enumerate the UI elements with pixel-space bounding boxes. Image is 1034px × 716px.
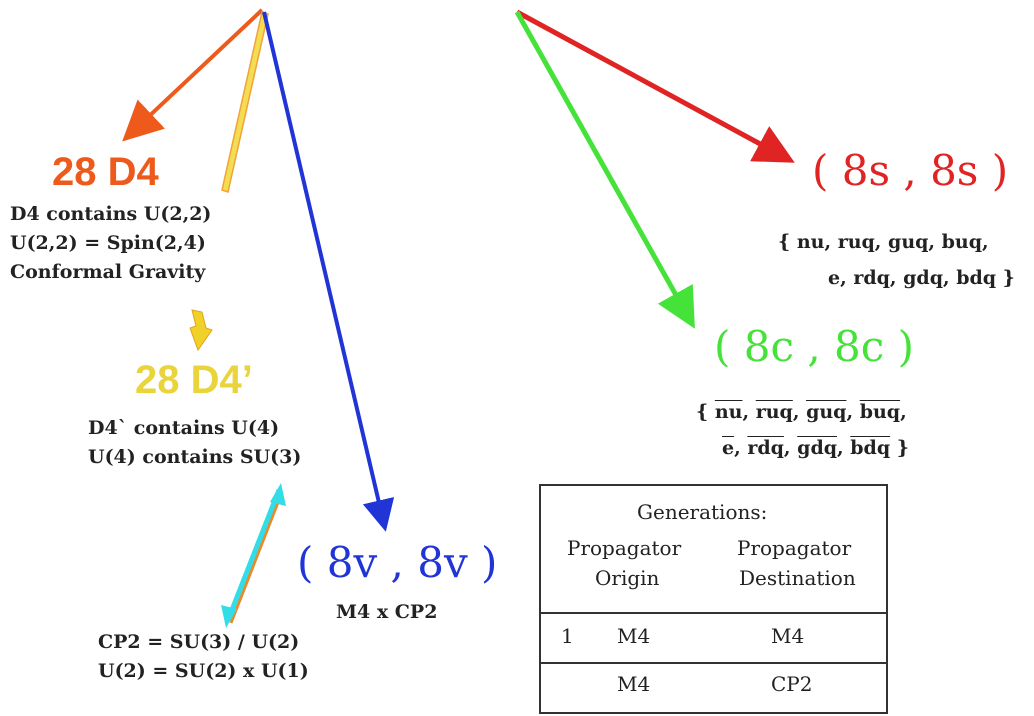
arrow-to-8v	[262, 11, 395, 532]
c8-particle: nu	[714, 401, 743, 423]
col1-header-line-2: Origin	[595, 566, 660, 590]
c8-particle: ruq	[755, 401, 793, 423]
cp2-line-2: U(2) = SU(2) x U(1)	[98, 660, 309, 682]
c8-title: ( 8c , 8c )	[714, 322, 915, 371]
v8-subtitle: M4 x CP2	[336, 601, 438, 623]
cyan-double-arrow	[221, 483, 286, 628]
c8-brace-open: {	[696, 401, 709, 423]
c8-brace-close: }	[896, 437, 909, 459]
arrow-d4-to-d4prime	[189, 309, 213, 352]
table-row: 1 M4 M4	[541, 612, 886, 664]
c8-particle: rdq	[747, 437, 784, 459]
s8-line-2: e, rdq, gdq, bdq }	[828, 267, 1015, 289]
table-header: Generations: Propagator Origin Propagato…	[541, 486, 886, 614]
cp2-line-1: CP2 = SU(3) / U(2)	[98, 631, 300, 653]
col2-header-line-2: Destination	[739, 566, 856, 590]
d4prime-line-2: U(4) contains SU(3)	[88, 446, 302, 468]
arrow-to-8s	[515, 9, 795, 163]
d4prime-line-1: D4` contains U(4)	[88, 417, 280, 439]
d4prime-description: D4` contains U(4) U(4) contains SU(3)	[88, 414, 301, 472]
col1-header-line-1: Propagator	[567, 536, 682, 560]
d4-line-2: U(2,2) = Spin(2,4)	[10, 232, 206, 254]
v8-title: ( 8v , 8v )	[297, 538, 498, 587]
row-destination: M4	[771, 624, 805, 648]
table-row: M4 CP2	[541, 662, 886, 716]
c8-particle: buq	[859, 401, 901, 423]
d4-line-3: Conformal Gravity	[10, 261, 206, 283]
col2-header-line-1: Propagator	[737, 536, 852, 560]
c8-particle: gdq	[797, 437, 838, 459]
d4prime-title: 28 D4’	[135, 358, 253, 402]
table-title: Generations:	[637, 500, 768, 524]
cyan-arrow-shadow	[229, 491, 284, 624]
d4-title: 28 D4	[52, 150, 159, 194]
d4-description: D4 contains U(2,2) U(2,2) = Spin(2,4) Co…	[10, 200, 211, 287]
s8-title: ( 8s , 8s )	[812, 146, 1009, 195]
d4-line-1: D4 contains U(2,2)	[10, 203, 212, 225]
row-destination: CP2	[771, 672, 813, 696]
arrow-to-8c	[514, 10, 695, 329]
c8-particle: e	[722, 437, 735, 459]
cp2-description: CP2 = SU(3) / U(2) U(2) = SU(2) x U(1)	[98, 628, 309, 686]
c8-particle: guq	[806, 401, 847, 423]
arrow-to-d4	[122, 8, 264, 142]
s8-line-1: { nu, ruq, guq, buq,	[778, 231, 989, 253]
c8-line-1: { nu, ruq, guq, buq,	[696, 401, 907, 423]
row-origin: M4	[617, 672, 651, 696]
generations-table: Generations: Propagator Origin Propagato…	[539, 484, 888, 714]
c8-particle: bdq	[850, 437, 891, 459]
row-generation: 1	[561, 624, 574, 648]
row-origin: M4	[617, 624, 651, 648]
c8-line-2: e, rdq, gdq, bdq }	[722, 437, 909, 459]
